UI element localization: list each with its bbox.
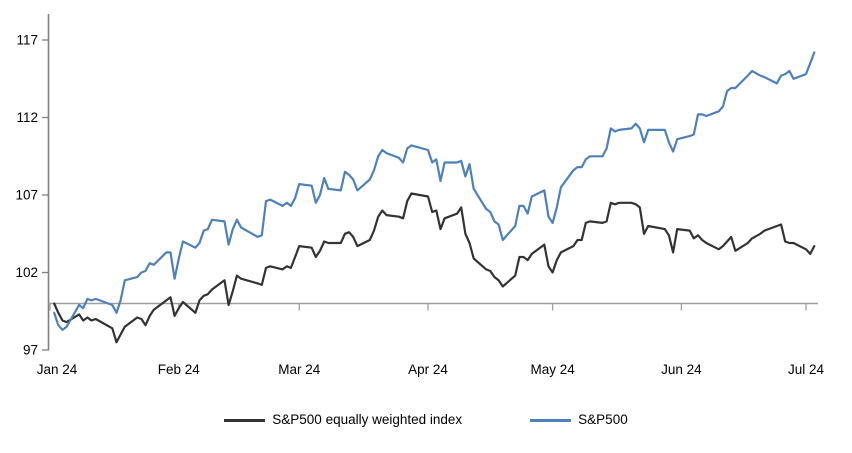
x-tick-label: Jan 24	[37, 362, 78, 377]
y-tick-label: 117	[16, 33, 38, 48]
y-tick-label: 112	[16, 110, 38, 125]
equal-weighted-line-swatch	[224, 419, 266, 422]
y-tick-label: 102	[15, 265, 38, 280]
x-tick-label: Jul 24	[788, 362, 825, 377]
series-line-equal-weighted	[53, 192, 816, 344]
x-tick-label: Jun 24	[661, 362, 702, 377]
x-tick-label: Mar 24	[278, 362, 321, 377]
legend-item-sp500: S&P500	[530, 412, 628, 428]
legend: S&P500 equally weighted index S&P500	[0, 412, 852, 428]
series-line-sp500	[53, 51, 816, 331]
y-tick-label: 107	[15, 188, 38, 203]
sp500-line-swatch	[530, 419, 572, 422]
legend-item-equal-weighted: S&P500 equally weighted index	[224, 412, 463, 428]
legend-label-equal-weighted: S&P500 equally weighted index	[272, 412, 463, 427]
legend-label-sp500: S&P500	[578, 412, 628, 427]
axes: 97 102 107 112 117 Jan 24 Feb 24 Mar 24 Apr 24 Ma…	[15, 14, 825, 377]
x-tick-label: May 24	[530, 362, 575, 377]
x-tick-label: Apr 24	[408, 362, 448, 377]
y-tick-label: 97	[23, 343, 38, 358]
x-tick-label: Feb 24	[158, 362, 201, 377]
